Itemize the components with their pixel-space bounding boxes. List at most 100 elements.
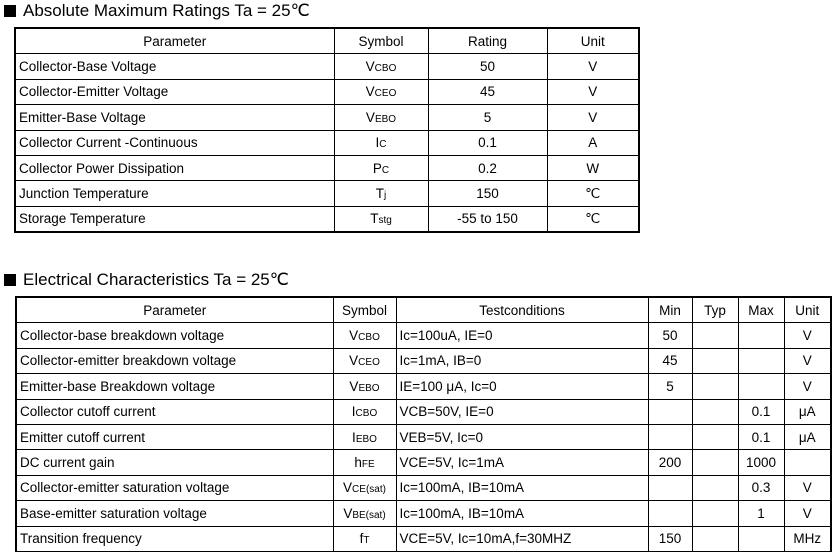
header-parameter: Parameter [15,296,334,324]
max-cell [737,373,785,400]
table-header-row: Parameter Symbol Testconditions Min Typ … [15,296,832,324]
symbol-main: V [349,378,359,394]
symbol-cell: IEBO [332,423,397,451]
parameter-cell: DC current gain [15,449,334,476]
symbol-main: V [343,505,353,521]
typ-cell [691,398,739,425]
symbol-subscript: CE(sat) [352,484,386,496]
table-row: Emitter-Base Voltage VEBO 5 V [14,104,640,131]
typ-cell [691,449,739,476]
symbol-subscript: stg [378,215,392,227]
table-row: Collector Current -Continuous IC 0.1 A [14,129,640,156]
absolute-max-ratings-table: Parameter Symbol Rating Unit Collector-B… [14,27,640,234]
testconditions-cell: Ic=100uA, IE=0 [395,322,649,349]
unit-cell: μA [783,398,832,425]
parameter-cell: Collector-base breakdown voltage [15,322,334,349]
parameter-cell: Storage Temperature [14,205,335,233]
symbol-main: V [365,84,375,100]
symbol-cell: hFE [332,449,397,476]
testconditions-cell: VEB=5V, Ic=0 [395,423,649,451]
rating-cell: 5 [427,104,548,131]
min-cell: 200 [647,449,693,476]
testconditions-cell: VCE=5V, Ic=10mA,f=30MHZ [395,525,649,552]
section-title-text: Electrical Characteristics Ta = 25℃ [23,270,289,289]
max-cell [737,347,785,375]
rating-cell: 150 [427,180,548,207]
table-row: Collector-emitter saturation voltage VCE(… [15,474,832,502]
symbol-subscript: FE [361,459,375,471]
parameter-cell: Transition frequency [15,525,334,552]
symbol-subscript: EBO [374,113,397,125]
table-row: Storage Temperature Tstg -55 to 150 ℃ [14,205,640,233]
parameter-cell: Collector Current -Continuous [14,129,335,156]
typ-cell [691,525,739,552]
unit-cell [783,449,832,476]
section-title-absolute-max: Absolute Maximum Ratings Ta = 25℃ [4,1,310,21]
header-min: Min [647,296,693,324]
rating-cell: 50 [427,53,548,80]
symbol-subscript: EBO [358,382,380,394]
symbol-cell: fT [332,525,397,552]
max-cell: 0.1 [737,423,785,451]
max-cell [737,322,785,349]
rating-cell: 0.2 [427,154,548,182]
table-row: Collector-Emitter Voltage VCEO 45 V [14,78,640,106]
parameter-cell: Base-emitter saturation voltage [15,500,334,527]
symbol-main: P [372,160,382,176]
table-row: DC current gain hFE VCE=5V, Ic=1mA 200 1000 [15,449,832,476]
header-max: Max [737,296,785,324]
symbol-main: T [370,211,379,227]
rating-cell: 45 [427,78,548,106]
max-cell: 1000 [737,449,785,476]
header-rating: Rating [427,27,548,55]
table-header-row: Parameter Symbol Rating Unit [14,27,640,55]
symbol-subscript: C [379,139,387,151]
symbol-subscript: j [384,190,387,202]
symbol-cell: Tj [333,180,429,207]
unit-cell: A [546,129,640,156]
symbol-cell: VEBO [333,104,429,131]
symbol-main: V [343,480,353,496]
unit-cell: V [546,104,640,131]
header-testconditions: Testconditions [395,296,649,324]
min-cell: 150 [647,525,693,552]
unit-cell: V [546,78,640,106]
symbol-cell: PC [333,154,429,182]
min-cell [647,423,693,451]
typ-cell [691,423,739,451]
min-cell [647,474,693,502]
symbol-subscript: CEO [358,357,380,369]
symbol-subscript: CBO [358,332,380,344]
testconditions-cell: Ic=100mA, IB=10mA [395,474,649,502]
symbol-cell: VCEO [332,347,397,375]
table-row: Collector-Base Voltage VCBO 50 V [14,53,640,80]
table-row: Collector-base breakdown voltage VCBO Ic=1… [15,322,832,349]
header-symbol: Symbol [333,27,429,55]
testconditions-cell: Ic=100mA, IB=10mA [395,500,649,527]
parameter-cell: Emitter-Base Voltage [14,104,335,131]
min-cell: 50 [647,322,693,349]
unit-cell: ℃ [546,180,640,207]
testconditions-cell: VCB=50V, IE=0 [395,398,649,425]
rating-cell: 0.1 [427,129,548,156]
symbol-cell: VBE(sat) [332,500,397,527]
symbol-cell: ICBO [332,398,397,425]
table-row: Collector-emitter breakdown voltage VCEO I… [15,347,832,375]
symbol-main: T [375,186,384,202]
header-symbol: Symbol [332,296,397,324]
symbol-cell: IC [333,129,429,156]
table-row: Transition frequency fT VCE=5V, Ic=10mA,f=… [15,525,832,552]
parameter-cell: Collector Power Dissipation [14,154,335,182]
unit-cell: V [783,347,832,375]
parameter-cell: Collector-Base Voltage [14,53,335,80]
typ-cell [691,500,739,527]
symbol-main: I [351,404,356,420]
testconditions-cell: IE=100 μA, Ic=0 [395,373,649,400]
table-row: Collector Power Dissipation PC 0.2 W [14,154,640,182]
parameter-cell: Collector cutoff current [15,398,334,425]
table-row: Collector cutoff current ICBO VCB=50V, IE=… [15,398,832,425]
symbol-main: V [349,328,359,344]
unit-cell: V [783,373,832,400]
symbol-cell: VCBO [333,53,429,80]
symbol-subscript: CBO [374,63,397,75]
